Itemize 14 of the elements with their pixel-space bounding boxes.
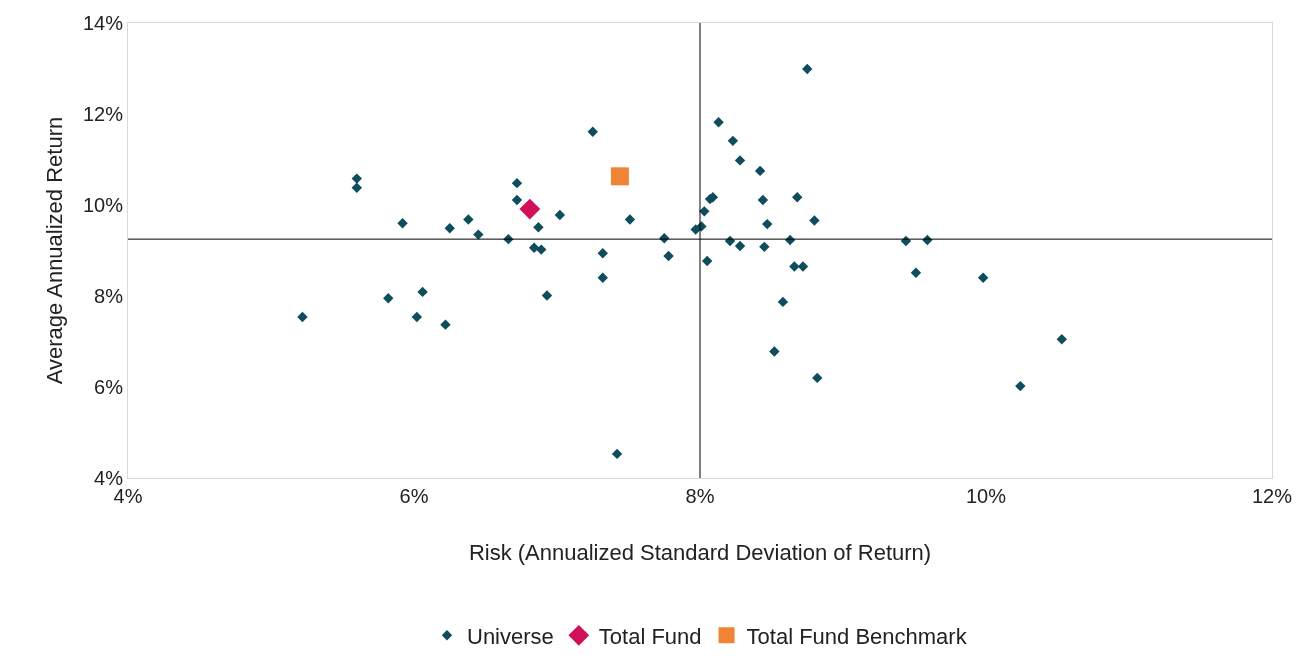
y-tick-label: 12%	[82, 103, 124, 125]
x-axis-title: Risk (Annualized Standard Deviation of Return)	[468, 539, 932, 565]
y-tick-label: 14%	[82, 12, 124, 34]
legend-label: Universe	[467, 623, 554, 649]
y-tick-label: 10%	[82, 194, 124, 216]
y-axis-title: Average Annualized Return	[41, 116, 67, 385]
x-tick-label: 10%	[965, 485, 1007, 507]
legend-label: Total Fund	[598, 623, 702, 649]
y-tick-label: 6%	[94, 376, 124, 398]
y-tick-label: 8%	[94, 285, 124, 307]
x-tick-label: 6%	[399, 485, 429, 507]
x-tick-label: 8%	[685, 485, 715, 507]
x-tick-label: 12%	[1251, 485, 1293, 507]
legend-label: Total Fund Benchmark	[746, 623, 968, 649]
